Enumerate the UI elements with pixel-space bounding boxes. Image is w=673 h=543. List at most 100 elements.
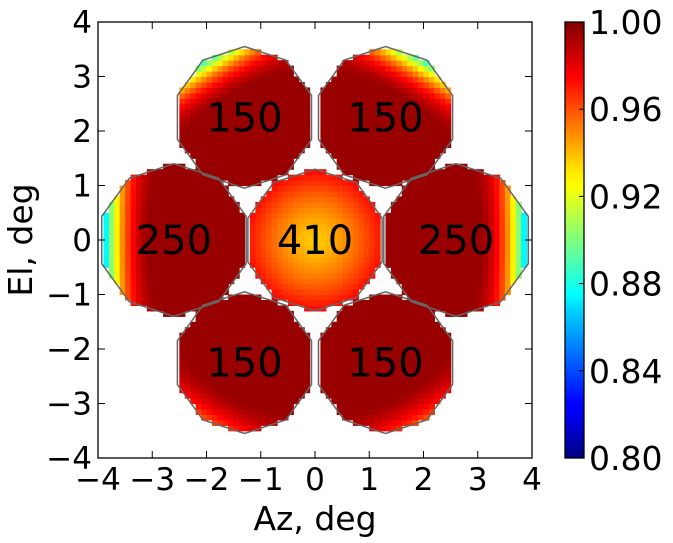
heatmap-cell: [374, 294, 381, 301]
heatmap-cell: [331, 109, 338, 116]
heatmap-cell: [179, 245, 186, 252]
heatmap-cell: [195, 261, 202, 268]
heatmap-cell: [439, 92, 446, 99]
heatmap-cell: [374, 76, 381, 83]
heatmap-cell: [249, 87, 256, 94]
heatmap-cell: [282, 87, 289, 94]
heatmap-cell: [271, 370, 278, 377]
heatmap-cell: [298, 229, 305, 236]
heatmap-cell: [222, 327, 229, 334]
heatmap-cell: [266, 240, 273, 247]
heatmap-cell: [423, 92, 430, 99]
heatmap-cell: [244, 365, 251, 372]
heatmap-cell: [428, 398, 435, 405]
heatmap-cell: [499, 289, 506, 296]
heatmap-cell: [434, 98, 441, 105]
heatmap-cell: [385, 392, 392, 399]
heatmap-cell: [222, 392, 229, 399]
heatmap-cell: [277, 349, 284, 356]
heatmap-cell: [407, 71, 414, 78]
heatmap-cell: [352, 163, 360, 170]
heatmap-cell: [233, 81, 240, 88]
heatmap-cell: [418, 250, 425, 257]
x-tick-label: 1: [359, 462, 379, 498]
heatmap-cell: [428, 294, 435, 301]
heatmap-cell: [390, 256, 397, 263]
heatmap-cell: [515, 201, 522, 208]
heatmap-cell: [298, 87, 305, 94]
heatmap-cell: [352, 103, 360, 110]
heatmap-cell: [390, 92, 397, 99]
heatmap-cell: [201, 376, 208, 383]
heatmap-cell: [217, 381, 224, 388]
heatmap-cell: [206, 316, 213, 323]
heatmap-cell: [135, 250, 143, 257]
heatmap-cell: [217, 310, 224, 317]
x-axis-label: Az, deg: [253, 499, 376, 538]
heatmap-cell: [222, 398, 229, 405]
heatmap-cell: [157, 190, 164, 198]
heatmap-cell: [374, 387, 381, 394]
heatmap-cell: [407, 403, 414, 410]
heatmap-cell: [466, 289, 473, 296]
heatmap-cell: [298, 120, 305, 127]
heatmap-cell: [358, 218, 365, 225]
heatmap-cell: [239, 419, 246, 426]
colorbar-tick-label: 0.96: [589, 90, 662, 129]
heatmap-cell: [217, 180, 224, 187]
heatmap-cell: [358, 381, 365, 388]
heatmap-cell: [287, 321, 294, 328]
heatmap-cell: [304, 174, 311, 181]
heatmap-cell: [114, 250, 121, 257]
heatmap-cell: [119, 267, 126, 274]
heatmap-cell: [401, 163, 408, 170]
heatmap-cell: [217, 414, 224, 421]
heatmap-cell: [141, 278, 148, 285]
heatmap-cell: [456, 174, 463, 181]
heatmap-cell: [233, 365, 240, 372]
heatmap-cell: [266, 359, 273, 366]
heatmap-cell: [390, 381, 397, 388]
heatmap-cell: [374, 370, 381, 377]
heatmap-cell: [331, 76, 338, 83]
heatmap-cell: [298, 218, 305, 225]
heatmap-cell: [434, 190, 441, 198]
heatmap-cell: [499, 240, 506, 247]
heatmap-cell: [298, 141, 305, 148]
heatmap-cell: [190, 234, 197, 241]
heatmap-cell: [108, 212, 115, 219]
heatmap-cell: [130, 223, 137, 230]
heatmap-cell: [168, 261, 175, 268]
heatmap-cell: [374, 343, 381, 350]
heatmap-cell: [358, 299, 365, 306]
heatmap-cell: [401, 376, 408, 383]
heatmap-cell: [282, 240, 289, 247]
heatmap-cell: [217, 71, 224, 78]
heatmap-cell: [282, 190, 289, 198]
heatmap-cell: [168, 283, 175, 290]
heatmap-cell: [282, 343, 289, 350]
heatmap-cell: [358, 65, 365, 72]
heatmap-cell: [358, 207, 365, 214]
heatmap-cell: [152, 174, 159, 181]
heatmap-cell: [260, 92, 267, 99]
heatmap-cell: [418, 310, 425, 317]
heatmap-cell: [304, 196, 311, 203]
heatmap-cell: [380, 376, 387, 383]
heatmap-cell: [428, 267, 435, 274]
heatmap-cell: [504, 223, 511, 230]
heatmap-cell: [347, 114, 354, 121]
heatmap-cell: [157, 180, 164, 187]
heatmap-cell: [331, 398, 338, 405]
heatmap-cell: [456, 169, 463, 176]
heatmap-cell: [439, 278, 446, 285]
heatmap-cell: [244, 163, 251, 170]
heatmap-cell: [206, 71, 213, 78]
heatmap-cell: [119, 212, 126, 219]
heatmap-cell: [206, 229, 213, 236]
heatmap-cell: [168, 223, 175, 230]
heatmap-cell: [488, 207, 495, 214]
heatmap-cell: [336, 278, 343, 285]
heatmap-cell: [287, 272, 294, 279]
heatmap-cell: [423, 294, 430, 301]
